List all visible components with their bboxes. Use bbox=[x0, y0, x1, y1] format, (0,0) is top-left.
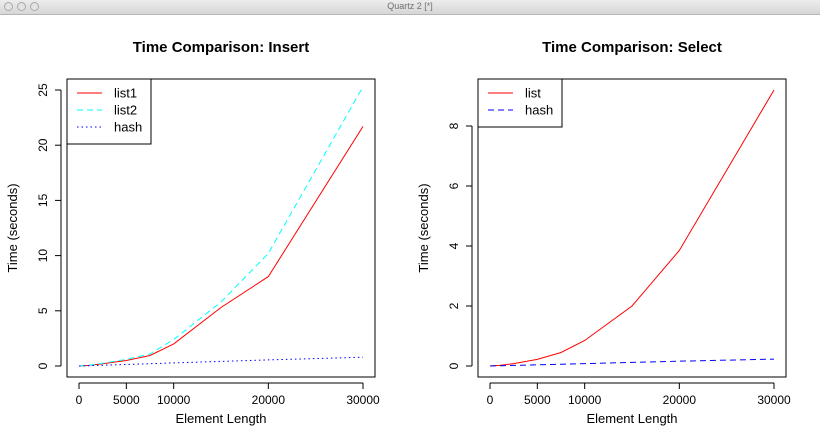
chart-panel-2: Time Comparison: Select 0 5000 10000 20000 30… bbox=[416, 39, 791, 426]
x-tick-label: 0 bbox=[76, 393, 83, 407]
legend-label-hash: hash bbox=[114, 120, 142, 135]
y-tick-label: 4 bbox=[447, 242, 461, 249]
plot-box bbox=[477, 78, 787, 378]
legend-label-list: list bbox=[525, 86, 541, 101]
x-axis-label: Element Length bbox=[175, 411, 266, 426]
series-line-hash bbox=[78, 356, 364, 367]
plot-box bbox=[66, 78, 376, 378]
y-tick-label: 0 bbox=[36, 362, 50, 369]
x-tick-label: 30000 bbox=[757, 393, 791, 407]
y-tick-label: 5 bbox=[36, 307, 50, 314]
series-line-list bbox=[489, 89, 775, 367]
y-tick-label: 15 bbox=[36, 193, 50, 207]
x-tick-label: 20000 bbox=[252, 393, 286, 407]
y-tick-label: 8 bbox=[447, 122, 461, 129]
x-tick-label: 10000 bbox=[568, 393, 602, 407]
legend-label-list2: list2 bbox=[114, 103, 137, 118]
window-title: Quartz 2 [*] bbox=[387, 1, 433, 11]
legend-box bbox=[66, 78, 152, 145]
chart-title: Time Comparison: Select bbox=[542, 39, 722, 56]
x-tick-label: 10000 bbox=[157, 393, 191, 407]
y-axis-label: Time (seconds) bbox=[416, 183, 431, 272]
y-tick-label: 20 bbox=[36, 138, 50, 152]
legend-box bbox=[477, 78, 563, 128]
minimize-window-button[interactable] bbox=[17, 2, 26, 11]
y-tick-label: 2 bbox=[447, 302, 461, 309]
y-tick-label: 0 bbox=[447, 362, 461, 369]
x-axis-label: Element Length bbox=[586, 411, 677, 426]
x-tick-label: 5000 bbox=[113, 393, 140, 407]
y-tick-label: 10 bbox=[36, 249, 50, 263]
series-line-list2 bbox=[78, 86, 364, 367]
chart-title: Time Comparison: Insert bbox=[133, 39, 309, 56]
legend-label-hash: hash bbox=[525, 103, 553, 118]
x-tick-label: 20000 bbox=[663, 393, 697, 407]
y-tick-label: 6 bbox=[447, 182, 461, 189]
legend-label-list1: list1 bbox=[114, 86, 137, 101]
x-tick-label: 5000 bbox=[524, 393, 551, 407]
window-titlebar: Quartz 2 [*] bbox=[0, 0, 820, 15]
chart-panel-1: Time Comparison: Insert 0 5000 10000 20000 30… bbox=[5, 39, 380, 426]
legend: list1 list2 hash bbox=[66, 78, 152, 145]
y-axis-label: Time (seconds) bbox=[5, 183, 20, 272]
legend: list hash bbox=[477, 78, 563, 128]
y-tick-label: 25 bbox=[36, 83, 50, 97]
close-window-button[interactable] bbox=[4, 2, 13, 11]
x-tick-label: 30000 bbox=[346, 393, 380, 407]
series-line-hash bbox=[489, 358, 775, 367]
zoom-window-button[interactable] bbox=[30, 2, 39, 11]
x-tick-label: 0 bbox=[487, 393, 494, 407]
